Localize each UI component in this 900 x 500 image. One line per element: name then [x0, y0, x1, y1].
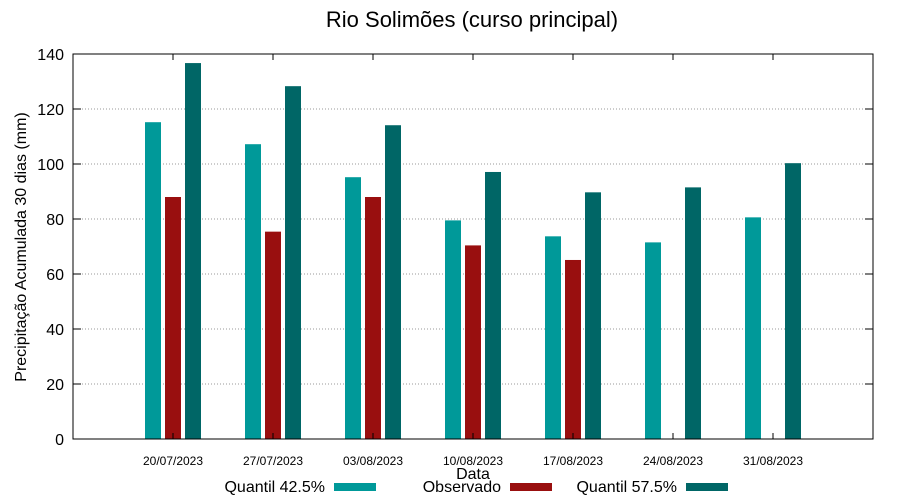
y-tick-label: 80: [46, 212, 64, 229]
x-tick-label: 31/08/2023: [743, 454, 803, 468]
x-tick-label: 20/07/2023: [143, 454, 203, 468]
bar: [285, 86, 301, 440]
bar: [445, 220, 461, 439]
bar: [365, 197, 381, 439]
bar: [585, 192, 601, 439]
bar: [545, 236, 561, 439]
y-tick-label: 120: [37, 102, 64, 119]
x-axis-label: Data: [456, 466, 490, 483]
y-tick-label: 60: [46, 267, 64, 284]
y-axis-label: Precipitação Acumulada 30 dias (mm): [13, 112, 30, 381]
legend-label: Quantil 57.5%: [576, 479, 677, 496]
x-tick-label: 17/08/2023: [543, 454, 603, 468]
x-tick-label: 27/07/2023: [243, 454, 303, 468]
bar: [245, 144, 261, 439]
y-tick-label: 40: [46, 322, 64, 339]
x-tick-label: 03/08/2023: [343, 454, 403, 468]
x-tick-label: 10/08/2023: [443, 454, 503, 468]
bar: [645, 242, 661, 439]
y-tick-label: 140: [37, 47, 64, 64]
legend-label: Observado: [423, 479, 501, 496]
legend: Quantil 42.5% Observado Quantil 57.5%: [224, 479, 728, 496]
bar: [565, 259, 581, 439]
bar: [685, 187, 701, 439]
y-tick-label: 0: [55, 432, 64, 449]
bars: [145, 63, 801, 440]
bar: [165, 197, 181, 439]
bar: [185, 63, 201, 439]
bar: [345, 177, 361, 439]
bar: [485, 171, 501, 439]
y-tick-label: 20: [46, 377, 64, 394]
bar: [745, 217, 761, 439]
x-axis: 20/07/2023 27/07/2023 03/08/2023 10/08/2023…: [143, 54, 803, 468]
y-tick-label: 100: [37, 157, 64, 174]
bar: [145, 122, 161, 439]
x-tick-label: 24/08/2023: [643, 454, 703, 468]
legend-label: Quantil 42.5%: [224, 479, 325, 496]
legend-swatch: [686, 483, 728, 491]
bar: [385, 125, 401, 439]
legend-swatch: [510, 483, 552, 491]
legend-swatch: [334, 483, 376, 491]
chart-title: Rio Solimões (curso principal): [326, 7, 618, 32]
y-axis: 0 20 40 60 80 100 120 140: [37, 47, 873, 449]
bar: [265, 231, 281, 439]
bar: [465, 245, 481, 439]
bar: [785, 163, 801, 440]
